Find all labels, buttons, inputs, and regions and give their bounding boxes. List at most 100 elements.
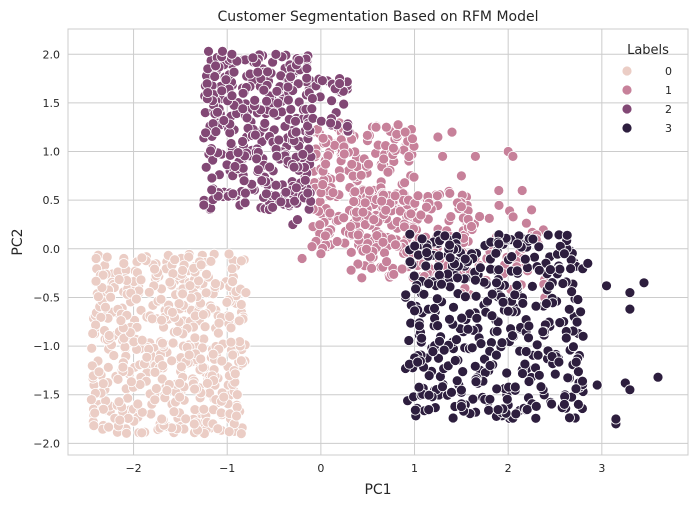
data-point — [459, 291, 471, 303]
y-tick-label: 1.0 — [43, 146, 61, 159]
data-point — [409, 404, 421, 416]
data-point — [519, 253, 531, 265]
data-point — [509, 381, 521, 393]
data-point — [429, 302, 440, 314]
data-point — [306, 93, 318, 104]
data-point — [413, 320, 425, 332]
data-point — [100, 301, 111, 313]
data-point — [326, 95, 338, 107]
data-point — [444, 239, 456, 251]
data-point — [210, 126, 222, 138]
data-point — [141, 351, 153, 363]
data-point — [271, 85, 283, 97]
data-point — [225, 336, 237, 348]
data-point — [155, 293, 167, 305]
data-point — [412, 190, 424, 202]
data-point — [577, 330, 589, 342]
data-point — [490, 247, 502, 259]
data-point — [545, 264, 556, 276]
data-point — [235, 299, 247, 310]
data-point — [275, 196, 287, 208]
data-point — [413, 381, 425, 393]
data-point — [474, 262, 486, 274]
data-point — [431, 190, 443, 202]
data-point — [549, 368, 561, 380]
data-point — [282, 94, 294, 106]
data-point — [103, 421, 114, 433]
data-point — [235, 428, 247, 440]
y-axis-title: PC2 — [10, 228, 26, 255]
data-point — [225, 138, 237, 149]
data-point — [455, 170, 467, 182]
data-point — [345, 246, 357, 258]
data-point — [189, 404, 201, 416]
data-point — [486, 288, 498, 300]
data-point — [451, 334, 462, 346]
data-point — [591, 379, 603, 391]
data-point — [102, 361, 114, 373]
data-point — [88, 420, 100, 432]
data-point — [325, 117, 337, 129]
series-3 — [400, 228, 664, 430]
data-point — [356, 272, 368, 284]
data-point — [338, 148, 350, 160]
data-point — [491, 383, 503, 395]
data-point — [315, 115, 327, 127]
data-point — [324, 207, 336, 219]
data-point — [290, 126, 302, 138]
data-point — [361, 129, 373, 141]
data-point — [86, 394, 97, 406]
data-point — [483, 404, 495, 416]
data-point — [201, 268, 212, 280]
data-point — [258, 84, 270, 96]
data-point — [217, 46, 228, 57]
data-point — [97, 378, 109, 390]
data-point — [408, 270, 420, 282]
data-point — [180, 413, 192, 425]
data-point — [108, 350, 120, 361]
data-point — [93, 291, 104, 303]
data-point — [434, 335, 445, 347]
data-point — [371, 230, 383, 242]
data-point — [238, 175, 250, 187]
data-point — [355, 169, 367, 181]
x-tick-label: 1 — [411, 462, 418, 475]
data-point — [553, 356, 565, 368]
data-point — [130, 293, 142, 305]
y-tick-label: 0.0 — [43, 243, 61, 256]
data-point — [529, 251, 540, 263]
data-point — [132, 398, 144, 410]
data-point — [174, 391, 186, 403]
x-tick-label: −1 — [219, 462, 235, 475]
data-point — [302, 120, 314, 132]
data-point — [399, 177, 411, 189]
data-point — [457, 366, 469, 378]
data-point — [572, 294, 584, 305]
data-point — [448, 301, 459, 313]
data-point — [624, 287, 636, 299]
data-point — [157, 337, 168, 349]
data-point — [433, 250, 445, 262]
data-point — [496, 337, 508, 349]
data-point — [261, 95, 273, 107]
data-point — [418, 288, 430, 300]
data-point — [260, 188, 272, 200]
data-point — [341, 121, 353, 132]
data-point — [507, 330, 518, 342]
data-point — [352, 258, 364, 270]
data-point — [452, 272, 463, 284]
data-point — [469, 274, 481, 286]
data-point — [470, 290, 482, 302]
data-point — [223, 426, 235, 438]
data-point — [189, 383, 201, 395]
data-point — [166, 355, 178, 367]
data-point — [437, 381, 448, 393]
data-point — [474, 211, 486, 222]
data-point — [226, 263, 238, 275]
data-point — [423, 370, 435, 382]
data-point — [282, 81, 294, 93]
data-point — [348, 196, 360, 207]
data-point — [501, 367, 513, 379]
data-point — [315, 248, 327, 260]
data-point — [156, 373, 168, 385]
